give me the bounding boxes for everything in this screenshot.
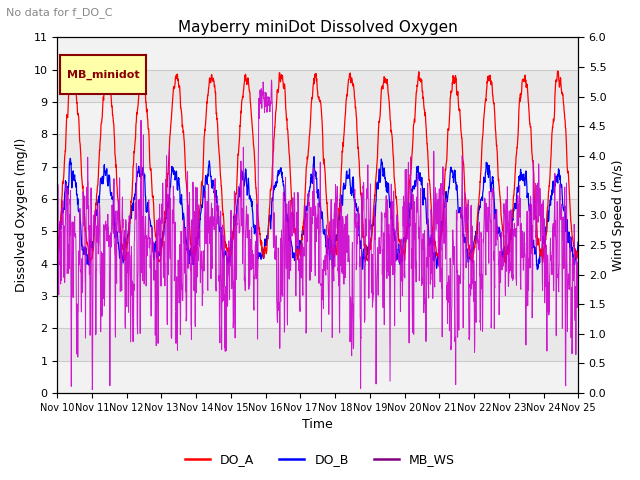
Bar [57,167,579,199]
X-axis label: Time: Time [303,419,333,432]
Y-axis label: Wind Speed (m/s): Wind Speed (m/s) [612,159,625,271]
Title: Mayberry miniDot Dissolved Oxygen: Mayberry miniDot Dissolved Oxygen [178,20,458,35]
Bar [57,231,579,264]
Text: No data for f_DO_C: No data for f_DO_C [6,7,113,18]
Bar [57,102,579,134]
Y-axis label: Dissolved Oxygen (mg/l): Dissolved Oxygen (mg/l) [15,138,28,292]
Bar [57,37,579,70]
Bar [57,296,579,328]
Legend: DO_A, DO_B, MB_WS: DO_A, DO_B, MB_WS [180,448,460,471]
Bar [57,361,579,393]
